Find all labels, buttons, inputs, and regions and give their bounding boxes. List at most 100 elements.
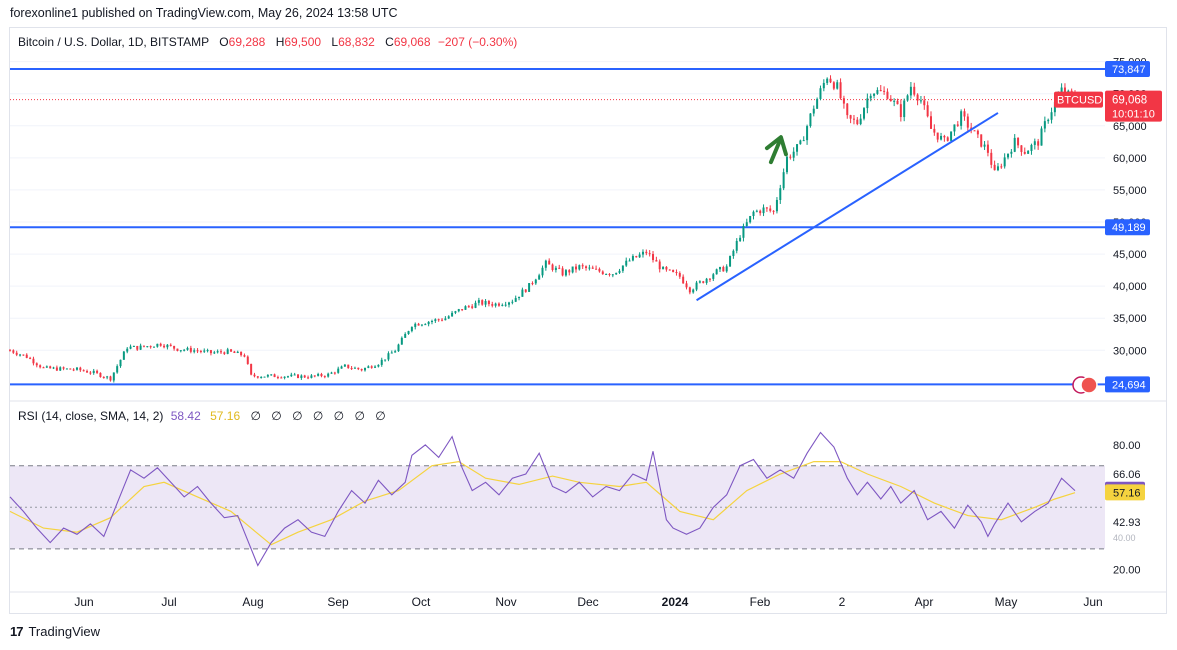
candle-body[interactable] — [809, 113, 812, 127]
trend-line[interactable] — [696, 112, 999, 302]
candle-body[interactable] — [29, 357, 32, 359]
candle-body[interactable] — [360, 369, 363, 371]
candle-body[interactable] — [929, 116, 932, 129]
candle-body[interactable] — [923, 100, 926, 106]
candle-body[interactable] — [940, 135, 943, 140]
candle-body[interactable] — [531, 283, 534, 285]
candle-body[interactable] — [588, 267, 591, 269]
candle-body[interactable] — [317, 373, 320, 376]
candle-body[interactable] — [635, 256, 638, 258]
candle-body[interactable] — [819, 88, 822, 99]
candle-body[interactable] — [933, 128, 936, 133]
candle-body[interactable] — [655, 260, 658, 262]
candle-body[interactable] — [544, 260, 547, 268]
candle-body[interactable] — [350, 368, 353, 370]
candle-body[interactable] — [307, 377, 310, 379]
candle-body[interactable] — [943, 135, 946, 138]
candle-body[interactable] — [481, 300, 484, 305]
candle-body[interactable] — [1013, 137, 1016, 152]
candle-body[interactable] — [474, 302, 477, 308]
candle-body[interactable] — [129, 346, 132, 349]
candle-body[interactable] — [327, 373, 330, 377]
candle-body[interactable] — [595, 268, 598, 270]
candle-body[interactable] — [467, 306, 470, 308]
candle-body[interactable] — [605, 273, 608, 275]
candle-body[interactable] — [256, 376, 259, 378]
candle-body[interactable] — [705, 278, 708, 283]
candle-body[interactable] — [280, 377, 283, 379]
candle-body[interactable] — [62, 367, 65, 369]
candle-body[interactable] — [206, 350, 209, 352]
candle-body[interactable] — [461, 309, 464, 311]
candle-body[interactable] — [581, 265, 584, 267]
candle-body[interactable] — [960, 111, 963, 126]
candle-body[interactable] — [410, 326, 413, 332]
candle-body[interactable] — [1033, 141, 1036, 145]
candle-body[interactable] — [772, 210, 775, 212]
candle-body[interactable] — [159, 343, 162, 346]
candle-body[interactable] — [755, 210, 758, 212]
candle-body[interactable] — [384, 359, 387, 361]
candle-body[interactable] — [641, 251, 644, 255]
candle-body[interactable] — [1020, 145, 1023, 152]
candle-body[interactable] — [149, 346, 152, 348]
candle-body[interactable] — [869, 95, 872, 99]
candle-body[interactable] — [25, 354, 28, 358]
candle-body[interactable] — [538, 275, 541, 280]
candle-body[interactable] — [1050, 112, 1053, 120]
candle-body[interactable] — [464, 306, 467, 310]
candle-body[interactable] — [407, 331, 410, 334]
candle-body[interactable] — [521, 289, 524, 297]
candle-body[interactable] — [8, 350, 12, 352]
candle-body[interactable] — [909, 86, 912, 96]
candle-body[interactable] — [1047, 119, 1050, 122]
candle-body[interactable] — [310, 375, 313, 378]
candle-body[interactable] — [742, 225, 745, 238]
candle-body[interactable] — [99, 372, 102, 377]
candle-body[interactable] — [598, 268, 601, 272]
candle-body[interactable] — [1017, 137, 1020, 146]
candle-body[interactable] — [722, 267, 725, 272]
candle-body[interactable] — [678, 273, 681, 277]
candle-body[interactable] — [22, 354, 25, 356]
candle-body[interactable] — [276, 377, 279, 379]
candle-body[interactable] — [842, 98, 845, 104]
symbol-title[interactable]: Bitcoin / U.S. Dollar, 1D, BITSTAMP — [18, 35, 209, 49]
candle-body[interactable] — [829, 78, 832, 83]
candle-body[interactable] — [839, 82, 842, 99]
candle-body[interactable] — [993, 164, 996, 171]
candle-body[interactable] — [976, 130, 979, 135]
candle-body[interactable] — [32, 358, 35, 364]
candle-body[interactable] — [75, 367, 78, 370]
candle-body[interactable] — [390, 352, 393, 354]
candle-body[interactable] — [725, 266, 728, 272]
candle-body[interactable] — [102, 376, 105, 378]
candle-body[interactable] — [812, 108, 815, 114]
candle-body[interactable] — [397, 344, 400, 352]
candle-body[interactable] — [357, 367, 360, 370]
candle-body[interactable] — [1030, 144, 1033, 151]
candle-body[interactable] — [752, 211, 755, 217]
candle-body[interactable] — [826, 78, 829, 83]
candle-body[interactable] — [796, 144, 799, 152]
candle-body[interactable] — [611, 274, 614, 276]
candle-body[interactable] — [447, 316, 450, 319]
candle-body[interactable] — [19, 354, 22, 356]
candle-body[interactable] — [973, 130, 976, 132]
candle-body[interactable] — [179, 350, 182, 352]
candle-body[interactable] — [551, 264, 554, 270]
candle-body[interactable] — [735, 240, 738, 251]
candle-body[interactable] — [260, 376, 263, 378]
candle-body[interactable] — [695, 282, 698, 290]
candle-body[interactable] — [718, 267, 722, 270]
candle-body[interactable] — [866, 98, 869, 109]
candle-body[interactable] — [437, 319, 440, 321]
candle-body[interactable] — [226, 349, 229, 354]
candle-body[interactable] — [370, 366, 373, 368]
candle-body[interactable] — [893, 100, 896, 102]
candle-body[interactable] — [775, 199, 778, 212]
candle-body[interactable] — [953, 124, 956, 132]
candle-body[interactable] — [293, 374, 296, 376]
candle-body[interactable] — [749, 216, 752, 223]
